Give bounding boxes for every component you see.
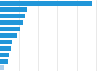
- Bar: [0, 65, 4, 70]
- Bar: [0, 27, 20, 31]
- Bar: [0, 53, 9, 57]
- Bar: [0, 46, 10, 51]
- Bar: [0, 59, 8, 64]
- Bar: [0, 7, 27, 12]
- Bar: [0, 14, 25, 18]
- Bar: [0, 1, 92, 6]
- Bar: [0, 40, 12, 44]
- Bar: [0, 33, 17, 38]
- Bar: [0, 20, 23, 25]
